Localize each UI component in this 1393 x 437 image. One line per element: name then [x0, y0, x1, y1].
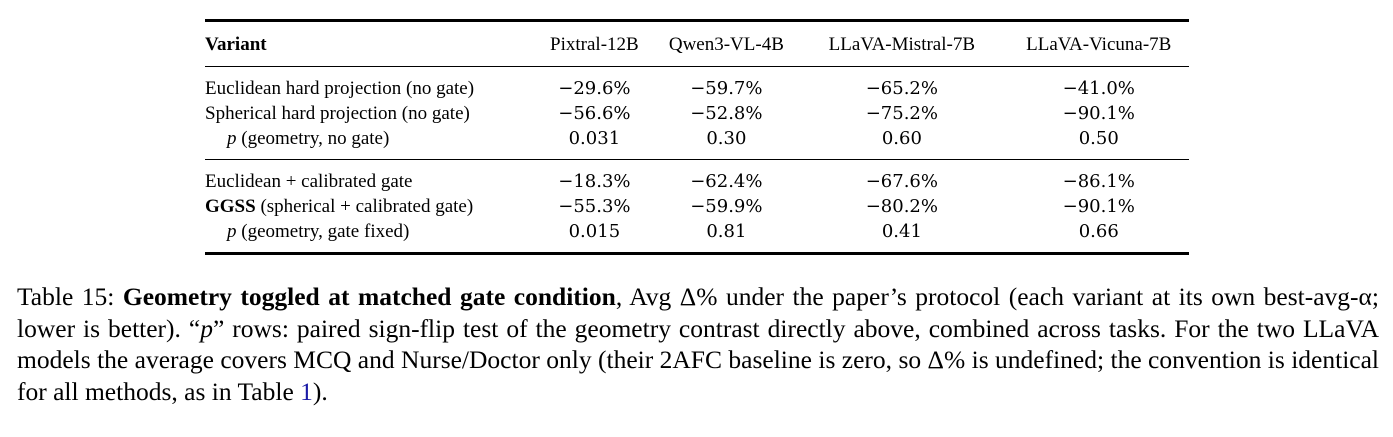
row-label-rest: (geometry, no gate) — [236, 128, 390, 149]
cell-value: 0.031 — [568, 128, 621, 149]
cell-value: −67.6% — [865, 171, 938, 192]
cell-value: 0.81 — [706, 221, 747, 242]
cell-value: −56.6% — [558, 103, 631, 124]
row-label-rest: (geometry, gate fixed) — [236, 221, 410, 242]
table-row: Euclidean + calibrated gate −18.3% −62.4… — [205, 159, 1189, 195]
table-reference-link[interactable]: 1 — [300, 376, 313, 406]
cell-value: 0.30 — [706, 128, 747, 149]
caption-label: Table 15: — [17, 282, 123, 311]
caption-p-symbol: p — [200, 313, 213, 343]
p-symbol: p — [227, 221, 237, 242]
row-label: p (geometry, no gate) — [205, 126, 531, 160]
method-name: GGSS — [205, 196, 256, 217]
header-llava-mistral: LLaVA-Mistral-7B — [828, 33, 976, 55]
header-variant: Variant — [205, 33, 267, 55]
cell-value: 0.60 — [881, 128, 922, 149]
results-table: Variant Pixtral-12B Qwen3-VL-4B LLaVA-Mi… — [205, 19, 1189, 255]
table-row-p-value: p (geometry, no gate) 0.031 0.30 0.60 0.… — [205, 126, 1189, 160]
cell-value: −18.3% — [558, 171, 631, 192]
cell-value: −41.0% — [1062, 78, 1135, 99]
header-pixtral: Pixtral-12B — [550, 33, 639, 55]
table-caption: Table 15: Geometry toggled at matched ga… — [17, 281, 1379, 407]
header-qwen3: Qwen3-VL-4B — [668, 33, 784, 55]
row-label-rest: (spherical + calibrated gate) — [255, 196, 474, 217]
table-row: Spherical hard projection (no gate) −56.… — [205, 101, 1189, 126]
cell-value: 0.50 — [1078, 128, 1119, 149]
header-llava-vicuna: LLaVA-Vicuna-7B — [1026, 33, 1172, 55]
p-symbol: p — [227, 128, 237, 149]
caption-text: , Avg Δ% under the paper’s protocol (eac… — [17, 282, 1379, 343]
cell-value: −86.1% — [1062, 171, 1135, 192]
caption-text: ). — [312, 376, 328, 406]
cell-value: 0.015 — [568, 221, 621, 242]
row-label: Euclidean hard projection (no gate) — [205, 78, 475, 99]
cell-value: −55.3% — [558, 196, 631, 217]
cell-value: 0.66 — [1078, 221, 1119, 242]
cell-value: −80.2% — [865, 196, 938, 217]
cell-value: −52.8% — [690, 103, 763, 124]
table-row: Euclidean hard projection (no gate) −29.… — [205, 66, 1189, 102]
cell-value: −59.9% — [690, 196, 763, 217]
caption-title: Geometry toggled at matched gate conditi… — [122, 282, 616, 311]
cell-value: 0.41 — [881, 221, 922, 242]
cell-value: −65.2% — [865, 78, 938, 99]
row-label: Spherical hard projection (no gate) — [205, 103, 470, 124]
row-label: Euclidean + calibrated gate — [205, 171, 413, 192]
cell-value: −90.1% — [1062, 196, 1135, 217]
table-header-row: Variant Pixtral-12B Qwen3-VL-4B LLaVA-Mi… — [205, 20, 1189, 67]
cell-value: −62.4% — [690, 171, 763, 192]
table-row-p-value: p (geometry, gate fixed) 0.015 0.81 0.41… — [205, 219, 1189, 254]
table-row: GGSS (spherical + calibrated gate) −55.3… — [205, 194, 1189, 219]
cell-value: −29.6% — [558, 78, 631, 99]
row-label: GGSS (spherical + calibrated gate) — [205, 194, 531, 219]
cell-value: −59.7% — [690, 78, 763, 99]
cell-value: −75.2% — [865, 103, 938, 124]
row-label: p (geometry, gate fixed) — [205, 219, 531, 254]
results-table-container: Variant Pixtral-12B Qwen3-VL-4B LLaVA-Mi… — [205, 19, 1189, 255]
caption-text: ” rows: paired sign-flip test of the geo… — [17, 313, 1379, 406]
cell-value: −90.1% — [1062, 103, 1135, 124]
